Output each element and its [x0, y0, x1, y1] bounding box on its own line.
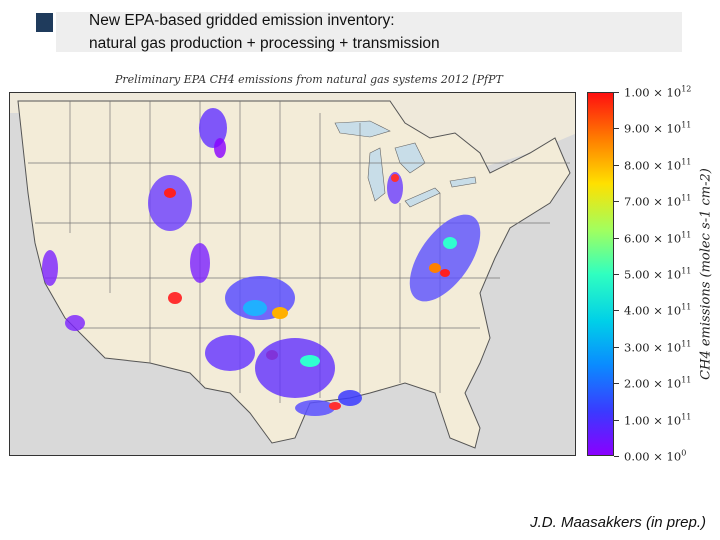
us-map-svg — [10, 93, 576, 456]
emission-map — [9, 92, 576, 456]
map-title: Preliminary EPA CH4 emissions from natur… — [115, 73, 503, 86]
colorbar-tick — [614, 165, 619, 166]
colorbar-tick-label: 9.00 × 1011 — [624, 121, 691, 136]
colorbar-tick — [614, 201, 619, 202]
slide-title-line-2: natural gas production + processing + tr… — [89, 35, 440, 53]
colorbar — [587, 92, 614, 456]
colorbar-tick — [614, 238, 619, 239]
colorbar-tick — [614, 128, 619, 129]
colorbar-tick-label: 5.00 × 1011 — [624, 267, 691, 282]
colorbar-tick-label: 2.00 × 1011 — [624, 376, 691, 391]
colorbar-tick — [614, 383, 619, 384]
colorbar-tick — [614, 456, 619, 457]
colorbar-tick-label: 1.00 × 1011 — [624, 412, 691, 427]
slide-title-line-1: New EPA-based gridded emission inventory… — [89, 12, 395, 30]
colorbar-tick-label: 6.00 × 1011 — [624, 230, 691, 245]
colorbar-tick — [614, 274, 619, 275]
colorbar-tick — [614, 347, 619, 348]
colorbar-tick — [614, 310, 619, 311]
colorbar-tick-label: 1.00 × 1012 — [624, 85, 691, 100]
colorbar-tick — [614, 420, 619, 421]
colorbar-tick-label: 3.00 × 1011 — [624, 339, 691, 354]
colorbar-tick — [614, 92, 619, 93]
colorbar-tick-label: 8.00 × 1011 — [624, 157, 691, 172]
accent-square — [36, 13, 53, 32]
colorbar-tick-label: 0.00 × 100 — [624, 449, 686, 464]
colorbar-tick-label: 4.00 × 1011 — [624, 303, 691, 318]
citation: J.D. Maasakkers (in prep.) — [530, 514, 706, 531]
colorbar-label: CH4 emissions (molec s-1 cm-2) — [699, 168, 714, 380]
colorbar-tick-label: 7.00 × 1011 — [624, 194, 691, 209]
